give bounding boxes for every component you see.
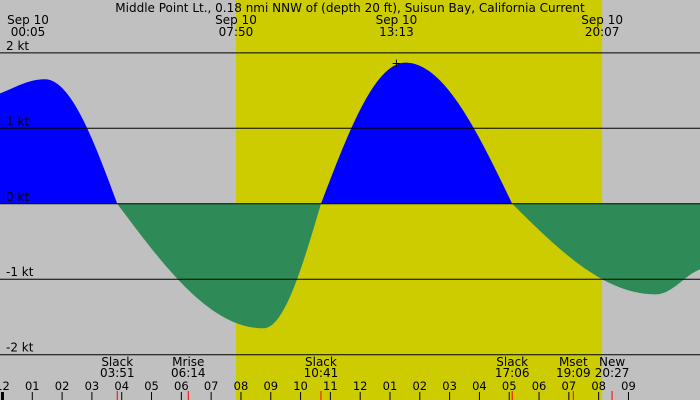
event-time-label: 03:51 <box>100 366 135 380</box>
event-time-label: 10:41 <box>304 366 339 380</box>
hour-tick-label: 01 <box>383 379 398 393</box>
y-tick-label: 2 kt <box>6 39 29 53</box>
hour-tick-label: 12 <box>353 379 368 393</box>
hour-axis: 12 01 02 03 04 05 06 07 08 09 10 11 12 01 02 03 04 05 06 07… <box>0 379 636 400</box>
event-name-label: Slack <box>305 355 337 369</box>
gridlines <box>0 52 700 356</box>
hour-tick-label: 10 <box>293 379 308 393</box>
hour-tick-label: 03 <box>85 379 100 393</box>
y-tick-label: -2 kt <box>6 341 34 355</box>
top-date-label: Sep 10 <box>376 13 418 27</box>
hour-tick-label: 02 <box>412 379 427 393</box>
hour-tick-label: 05 <box>502 379 517 393</box>
max-marker-symbol: + <box>391 57 401 71</box>
hour-tick-label: 05 <box>144 379 159 393</box>
top-time-label: 20:07 <box>585 25 620 39</box>
hour-tick-label: 01 <box>25 379 40 393</box>
y-tick-labels: 2 kt 1 kt 0 kt -1 kt -2 kt <box>6 39 34 355</box>
hour-tick-label: 09 <box>621 379 636 393</box>
top-time-label: 00:05 <box>11 25 46 39</box>
event-name-label: New <box>599 355 625 369</box>
chart-title: Middle Point Lt., 0.18 nmi NNW of (depth… <box>115 1 585 15</box>
y-tick-label: 1 kt <box>6 114 29 128</box>
event-time-label: 19:09 <box>556 366 591 380</box>
hour-tick-label: 06 <box>532 379 547 393</box>
hour-tick-label: 02 <box>55 379 70 393</box>
hour-tick-label: 12 <box>0 379 10 393</box>
hour-tick-label: 08 <box>234 379 249 393</box>
top-date-label: Sep 10 <box>7 13 49 27</box>
hour-tick-label: 07 <box>204 379 219 393</box>
hour-tick-label: 04 <box>472 379 487 393</box>
top-time-label: 13:13 <box>379 25 414 39</box>
hour-tick-label: 03 <box>442 379 457 393</box>
y-tick-label: -1 kt <box>6 265 34 279</box>
event-labels: Slack03:51Mrise06:14Slack10:41Slack17:06… <box>100 355 629 400</box>
event-time-label: 17:06 <box>495 366 530 380</box>
event-name-label: Slack <box>101 355 133 369</box>
hour-tick-label: 07 <box>562 379 577 393</box>
hour-tick-label: 04 <box>114 379 129 393</box>
top-date-label: Sep 10 <box>581 13 623 27</box>
event-name-label: Slack <box>496 355 528 369</box>
hour-tick-label: 11 <box>323 379 338 393</box>
y-tick-label: 0 kt <box>6 190 29 204</box>
event-name-label: Mrise <box>172 355 204 369</box>
ebb-area <box>0 203 700 329</box>
hour-tick-label: 08 <box>591 379 606 393</box>
max-marker: + <box>391 57 401 71</box>
top-date-label: Sep 10 <box>215 13 257 27</box>
top-time-label: 07:50 <box>219 25 254 39</box>
flood-area <box>0 62 700 204</box>
hour-tick-label: 06 <box>174 379 189 393</box>
event-time-label: 20:27 <box>595 366 630 380</box>
hour-tick-label: 09 <box>263 379 278 393</box>
event-time-label: 06:14 <box>171 366 206 380</box>
current-areas <box>0 62 700 329</box>
event-name-label: Mset <box>559 355 588 369</box>
